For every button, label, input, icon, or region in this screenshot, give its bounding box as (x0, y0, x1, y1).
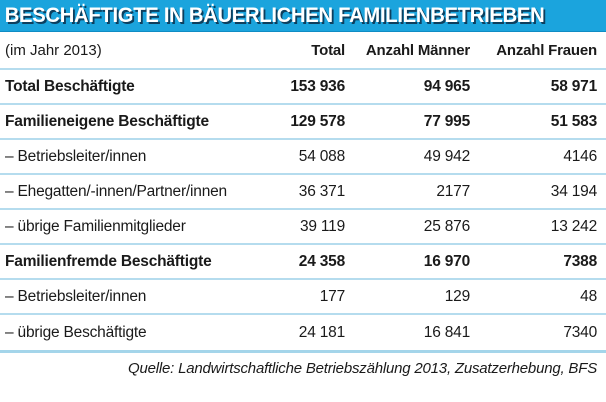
cell-maenner: 16 841 (423, 323, 470, 341)
cell-frauen: 34 194 (550, 182, 597, 200)
cell-frauen: 13 242 (550, 217, 597, 235)
column-header-frauen: Anzahl Frauen (496, 41, 597, 59)
column-header-total: Total (311, 41, 345, 59)
cell-total: 24 358 (298, 252, 345, 270)
table-row: Familieneigene Beschäftigte 129 578 77 9… (0, 105, 606, 140)
cell-total: 24 181 (298, 323, 345, 341)
source-note: Quelle: Landwirtschaftliche Betriebszähl… (128, 360, 597, 377)
cell-total: 177 (319, 287, 345, 305)
table-body: Total Beschäftigte 153 936 94 965 58 971… (0, 70, 606, 350)
table-row: – Ehegatten/-innen/Partner/innen 36 371 … (0, 175, 606, 210)
cell-maenner: 49 942 (423, 147, 470, 165)
table-row: Total Beschäftigte 153 936 94 965 58 971 (0, 70, 606, 105)
cell-frauen: 48 (580, 287, 597, 305)
row-label: – übrige Familienmitglieder (5, 217, 186, 235)
table-row: – übrige Familienmitglieder 39 119 25 87… (0, 210, 606, 245)
cell-frauen: 4146 (563, 147, 597, 165)
row-label: Familienfremde Beschäftigte (5, 252, 212, 270)
row-label: – Betriebsleiter/innen (5, 287, 147, 305)
cell-total: 129 578 (290, 112, 345, 130)
table-row: – übrige Beschäftigte 24 181 16 841 7340 (0, 315, 606, 350)
row-label: Total Beschäftigte (5, 77, 135, 95)
cell-maenner: 94 965 (423, 77, 470, 95)
cell-total: 36 371 (298, 182, 345, 200)
cell-frauen: 7340 (563, 323, 597, 341)
cell-total: 153 936 (290, 77, 345, 95)
cell-maenner: 16 970 (423, 252, 470, 270)
cell-frauen: 58 971 (550, 77, 597, 95)
table-row: Familienfremde Beschäftigte 24 358 16 97… (0, 245, 606, 280)
column-header-maenner: Anzahl Männer (365, 41, 470, 59)
source-divider (0, 350, 606, 353)
cell-maenner: 129 (444, 287, 470, 305)
cell-frauen: 7388 (563, 252, 597, 270)
page-title: BESCHÄFTIGTE IN BÄUERLICHEN FAMILIENBETR… (4, 3, 545, 27)
cell-frauen: 51 583 (550, 112, 597, 130)
table-row: – Betriebsleiter/innen 177 129 48 (0, 280, 606, 315)
cell-total: 54 088 (298, 147, 345, 165)
table-row: – Betriebsleiter/innen 54 088 49 942 414… (0, 140, 606, 175)
cell-total: 39 119 (299, 217, 345, 235)
row-label: – Betriebsleiter/innen (5, 147, 147, 165)
table-header: (im Jahr 2013) Total Anzahl Männer Anzah… (0, 32, 606, 70)
cell-maenner: 2177 (436, 182, 470, 200)
title-bar: BESCHÄFTIGTE IN BÄUERLICHEN FAMILIENBETR… (0, 0, 606, 32)
row-label: Familieneigene Beschäftigte (5, 112, 209, 130)
row-label: – übrige Beschäftigte (5, 323, 147, 341)
row-label: – Ehegatten/-innen/Partner/innen (5, 182, 227, 200)
period-label: (im Jahr 2013) (5, 41, 102, 59)
cell-maenner: 77 995 (423, 112, 470, 130)
cell-maenner: 25 876 (423, 217, 470, 235)
